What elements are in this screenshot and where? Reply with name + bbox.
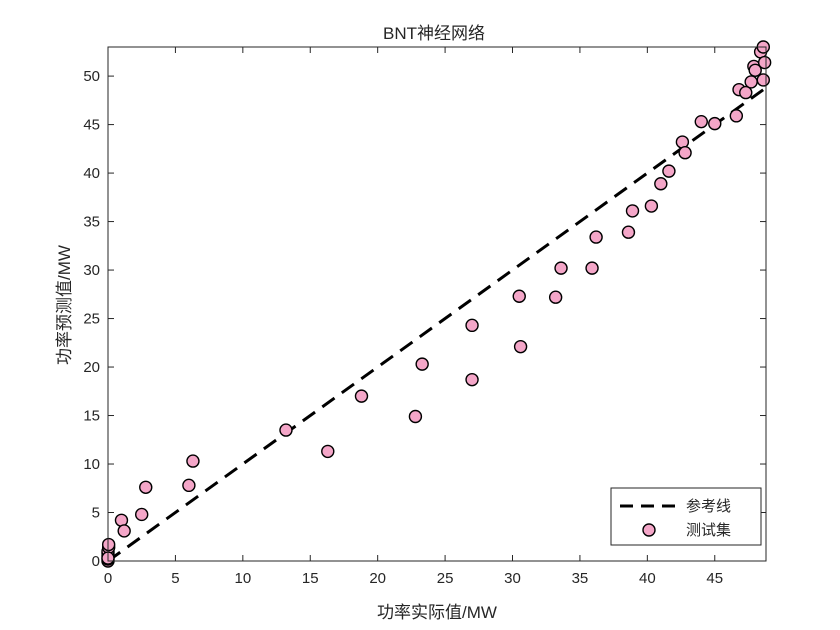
- test-point: [408, 409, 423, 424]
- y-tick-label: 5: [92, 505, 100, 522]
- test-point: [186, 454, 200, 468]
- y-tick-label: 15: [83, 408, 100, 425]
- test-point: [621, 225, 636, 239]
- legend-label-reference: 参考线: [686, 498, 731, 515]
- test-point: [654, 177, 668, 191]
- x-tick-label: 25: [437, 570, 454, 587]
- x-tick-label: 45: [706, 570, 723, 587]
- y-tick-label: 25: [83, 311, 100, 328]
- x-tick-label: 10: [234, 570, 251, 587]
- test-point: [694, 114, 708, 129]
- y-tick-label: 20: [83, 359, 100, 376]
- test-point: [756, 73, 771, 87]
- test-point: [465, 372, 479, 387]
- y-tick-label: 30: [83, 262, 100, 279]
- test-point: [748, 63, 762, 77]
- y-tick-label: 40: [83, 165, 100, 182]
- legend: 参考线 测试集: [610, 487, 762, 546]
- test-point: [321, 444, 335, 459]
- test-point: [513, 339, 528, 354]
- test-point: [135, 507, 149, 522]
- x-tick-label: 30: [504, 570, 521, 587]
- x-tick-label: 40: [639, 570, 656, 587]
- test-point: [415, 357, 429, 371]
- test-point: [279, 423, 293, 437]
- x-tick-label: 20: [369, 570, 386, 587]
- test-point: [589, 230, 603, 244]
- test-point: [354, 389, 369, 403]
- x-tick-label: 5: [171, 570, 179, 587]
- test-point: [117, 524, 131, 538]
- test-point: [662, 164, 676, 178]
- axes-box: [107, 46, 767, 562]
- x-axis-label: 功率实际值/MW: [377, 603, 497, 622]
- test-point: [744, 75, 758, 89]
- reference-line: [107, 86, 767, 563]
- test-point: [585, 261, 599, 275]
- plot-area: 0 5 10 15 20 25 30 35 40 45 0 5 10 15 20 25 30 35 40 45 50: [83, 40, 772, 587]
- test-point: [512, 289, 526, 303]
- y-axis-label: 功率预测值/MW: [55, 245, 74, 365]
- x-tick-label: 35: [572, 570, 589, 587]
- legend-box: [610, 487, 762, 546]
- test-point: [182, 478, 196, 493]
- legend-label-test: 测试集: [686, 522, 731, 539]
- y-tick-label: 45: [83, 117, 100, 134]
- y-tick-label: 35: [83, 214, 100, 231]
- test-point: [554, 261, 568, 275]
- x-tick-label: 0: [104, 570, 112, 587]
- test-point: [708, 116, 722, 131]
- x-tick-label: 15: [302, 570, 319, 587]
- test-point: [101, 537, 116, 552]
- test-point: [625, 204, 640, 218]
- legend-marker-swatch: [642, 523, 656, 537]
- test-point: [739, 85, 753, 100]
- test-point: [757, 55, 772, 70]
- test-point: [678, 146, 692, 160]
- test-point: [644, 199, 659, 213]
- test-point: [465, 318, 479, 333]
- test-point: [729, 109, 744, 123]
- test-point: [139, 480, 153, 494]
- y-tick-label: 10: [83, 456, 100, 473]
- y-tick-label: 0: [92, 553, 100, 570]
- chart-title: BNT神经网络: [383, 24, 485, 43]
- test-point: [548, 290, 563, 304]
- y-tick-label: 50: [83, 68, 100, 85]
